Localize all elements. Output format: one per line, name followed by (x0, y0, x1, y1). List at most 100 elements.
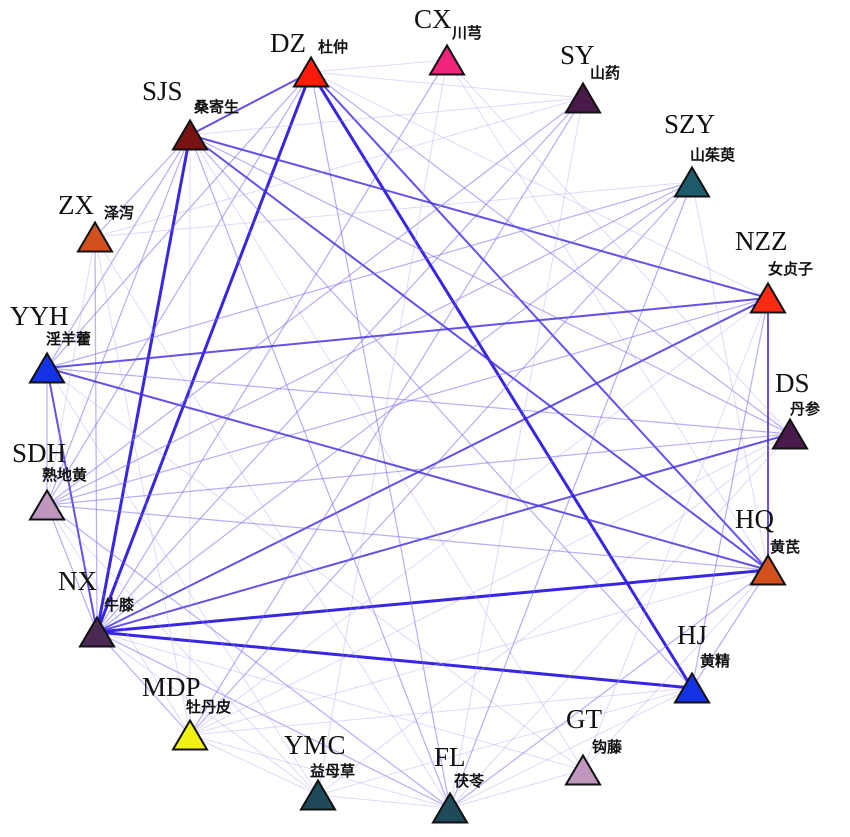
edge-hq-fl (449, 569, 769, 809)
edge-dz-hj (309, 71, 694, 689)
edge-sy-zx (94, 97, 584, 238)
node-name-label: 牛膝 (104, 596, 135, 614)
edge-nx-yyh (46, 367, 98, 633)
edge-nx-hq (96, 568, 769, 634)
node-szy: SZY 山茱萸 (664, 109, 736, 198)
node-triangle-gt (564, 753, 602, 786)
node-name-label: 山茱萸 (690, 146, 736, 164)
edge-cx-ymc (317, 59, 448, 796)
node-triangle-sjs (171, 118, 209, 151)
node-ds: DS 丹参 (771, 368, 821, 450)
edge-yyh-gt (46, 367, 584, 771)
edge-nzz-sdh (46, 297, 769, 506)
edge-dz-sdh (46, 71, 312, 506)
edge-hj-fl (449, 687, 693, 809)
node-name-label: 女贞子 (768, 260, 813, 278)
edge-hq-mdp (189, 569, 769, 736)
edge-yyh-hq (46, 367, 769, 571)
node-name-label: 杜仲 (318, 38, 348, 56)
edge-nzz-yyh (46, 297, 769, 369)
edge-yyh-ds (46, 367, 791, 435)
node-triangle-szy (673, 165, 711, 198)
edge-sjs-fl (189, 134, 451, 809)
node-triangle-yyh (28, 351, 66, 384)
node-triangle-sdh (28, 488, 66, 521)
edge-ds-sdh (46, 433, 791, 506)
node-name-label: 益母草 (310, 762, 355, 780)
node-code-label: HQ (735, 504, 774, 534)
node-code-label: DS (775, 368, 810, 398)
edge-ymc-fl (317, 794, 451, 809)
edge-nx-sy (96, 97, 584, 633)
node-name-label: 钩藤 (592, 738, 623, 756)
node-name-label: 桑寄生 (194, 98, 239, 116)
edge-nzz-mdp (189, 297, 769, 736)
edge-nzz-gt (582, 297, 769, 771)
node-code-label: SDH (12, 438, 66, 468)
edge-sjs-hj (189, 134, 693, 689)
edge-sjs-sdh (46, 134, 191, 506)
edge-dz-cx (310, 59, 448, 73)
node-gt: GT 钩藤 (564, 704, 623, 786)
node-code-label: NX (58, 566, 97, 596)
node-code-label: DZ (270, 28, 306, 58)
node-zx: ZX 泽泻 (58, 190, 134, 253)
edge-nx-ds (96, 433, 791, 633)
node-triangle-sy (564, 81, 602, 114)
edge-nx-mdp (96, 631, 191, 736)
edge-cx-hq (446, 59, 769, 571)
edge-sy-sdh (46, 97, 584, 506)
edge-yyh-ymc (46, 367, 319, 796)
edge-nx-szy (96, 181, 693, 633)
edge-sy-mdp (189, 97, 584, 736)
edge-szy-sdh (46, 181, 693, 506)
edge-sjs-gt (189, 134, 584, 771)
node-code-label: SY (560, 40, 595, 70)
edge-sjs-ds (189, 134, 791, 435)
edge-nx-ymc (96, 631, 319, 796)
node-triangle-hq (749, 553, 787, 586)
node-code-label: YMC (284, 730, 346, 760)
edge-hj-mdp (189, 687, 693, 736)
node-dz: DZ 杜仲 (270, 28, 348, 88)
node-name-label: 牡丹皮 (186, 698, 231, 716)
edge-ds-mdp (189, 433, 791, 736)
node-code-label: NZZ (735, 226, 787, 256)
edge-dz-sjs (189, 71, 312, 136)
edge-hj-ymc (317, 687, 693, 796)
edge-sjs-sy (189, 97, 584, 136)
node-code-label: GT (566, 704, 602, 734)
edge-sdh-mdp (46, 504, 191, 736)
node-name-label: 熟地黄 (42, 466, 87, 484)
node-triangle-hj (673, 671, 711, 704)
node-code-label: YYH (10, 301, 69, 331)
node-code-label: ZX (58, 190, 94, 220)
edge-szy-fl (449, 181, 693, 809)
edge-nx-hj (96, 630, 693, 690)
edge-sjs-yyh (46, 134, 191, 369)
edge-mdp-fl (189, 734, 451, 809)
node-triangle-cx (428, 43, 466, 76)
edge-sdh-fl (46, 504, 451, 809)
node-cx: CX 川芎 (414, 4, 482, 76)
edge-nx-sjs (95, 134, 192, 633)
node-code-label: SJS (142, 76, 183, 106)
node-nzz: NZZ 女贞子 (735, 226, 813, 314)
node-triangle-nzz (749, 281, 787, 314)
node-triangle-nx (78, 615, 116, 648)
edge-dz-sy (310, 71, 584, 99)
edge-nx-nzz (96, 297, 769, 633)
edge-dz-nzz (310, 71, 769, 299)
node-triangle-zx (76, 220, 114, 253)
node-name-label: 黄芪 (770, 538, 800, 556)
node-sjs: SJS 桑寄生 (142, 76, 239, 151)
node-hq: HQ 黄芪 (735, 504, 800, 586)
edge-zx-sdh (46, 236, 96, 506)
node-triangle-fl (431, 791, 469, 824)
